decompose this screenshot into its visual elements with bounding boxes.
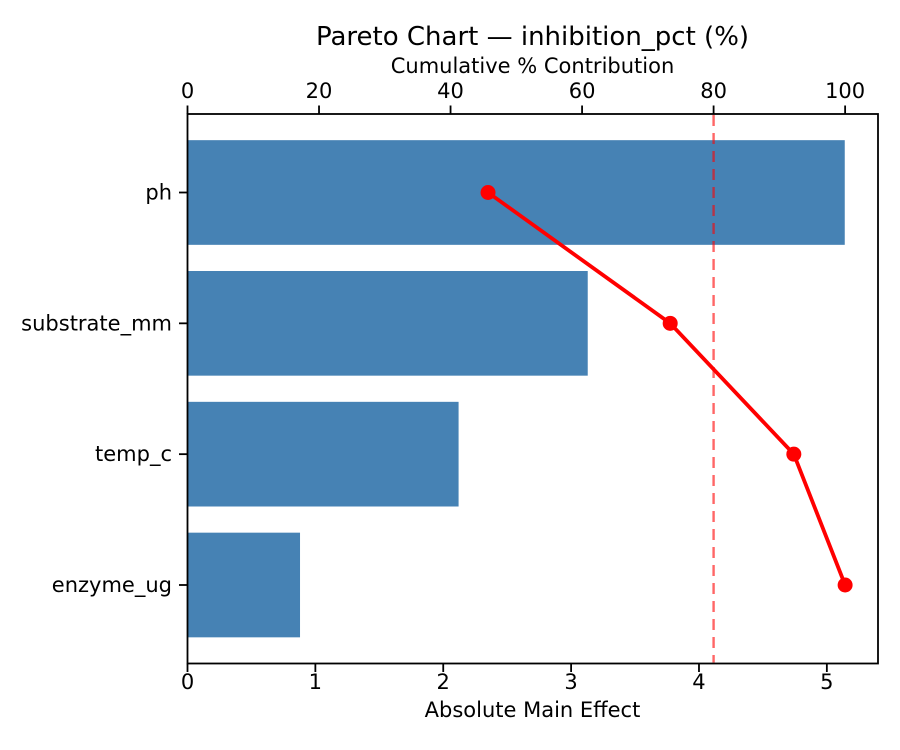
plot-spines	[186, 113, 879, 665]
cumulative-axis-label: Cumulative % Contribution	[390, 54, 675, 78]
bar-ph	[187, 140, 845, 245]
top-tick-label: 0	[181, 79, 194, 103]
bar-temp_c	[187, 401, 459, 507]
cumulative-marker-enzyme_ug	[837, 577, 853, 593]
category-label-substrate_mm: substrate_mm	[21, 311, 172, 336]
cumulative-marker-ph	[480, 185, 496, 200]
bar-substrate_mm	[187, 271, 588, 376]
top-tick-label: 40	[437, 79, 464, 103]
top-tick-label: 80	[700, 79, 727, 103]
bottom-tick-label: 3	[564, 670, 577, 694]
effect-axis-label: Absolute Main Effect	[424, 698, 641, 722]
cumulative-marker-substrate_mm	[662, 315, 678, 331]
top-tick-label: 60	[569, 79, 596, 103]
category-label-ph: ph	[145, 181, 172, 205]
cumulative-marker-temp_c	[786, 446, 802, 462]
cumulative-line	[486, 190, 848, 587]
category-label-enzyme_ug: enzyme_ug	[52, 573, 172, 598]
bottom-tick-label: 4	[692, 670, 705, 694]
chart-title: Pareto Chart — inhibition_pct (%)	[315, 22, 750, 52]
bottom-tick-label: 2	[437, 670, 450, 694]
category-label-temp_c: temp_c	[95, 442, 172, 467]
bottom-tick-label: 1	[309, 670, 322, 694]
top-tick-label: 20	[306, 79, 333, 103]
bottom-tick-label: 0	[181, 670, 194, 694]
bottom-tick-label: 5	[820, 670, 833, 694]
top-tick-label: 100	[825, 79, 865, 103]
bar-enzyme_ug	[187, 532, 301, 638]
